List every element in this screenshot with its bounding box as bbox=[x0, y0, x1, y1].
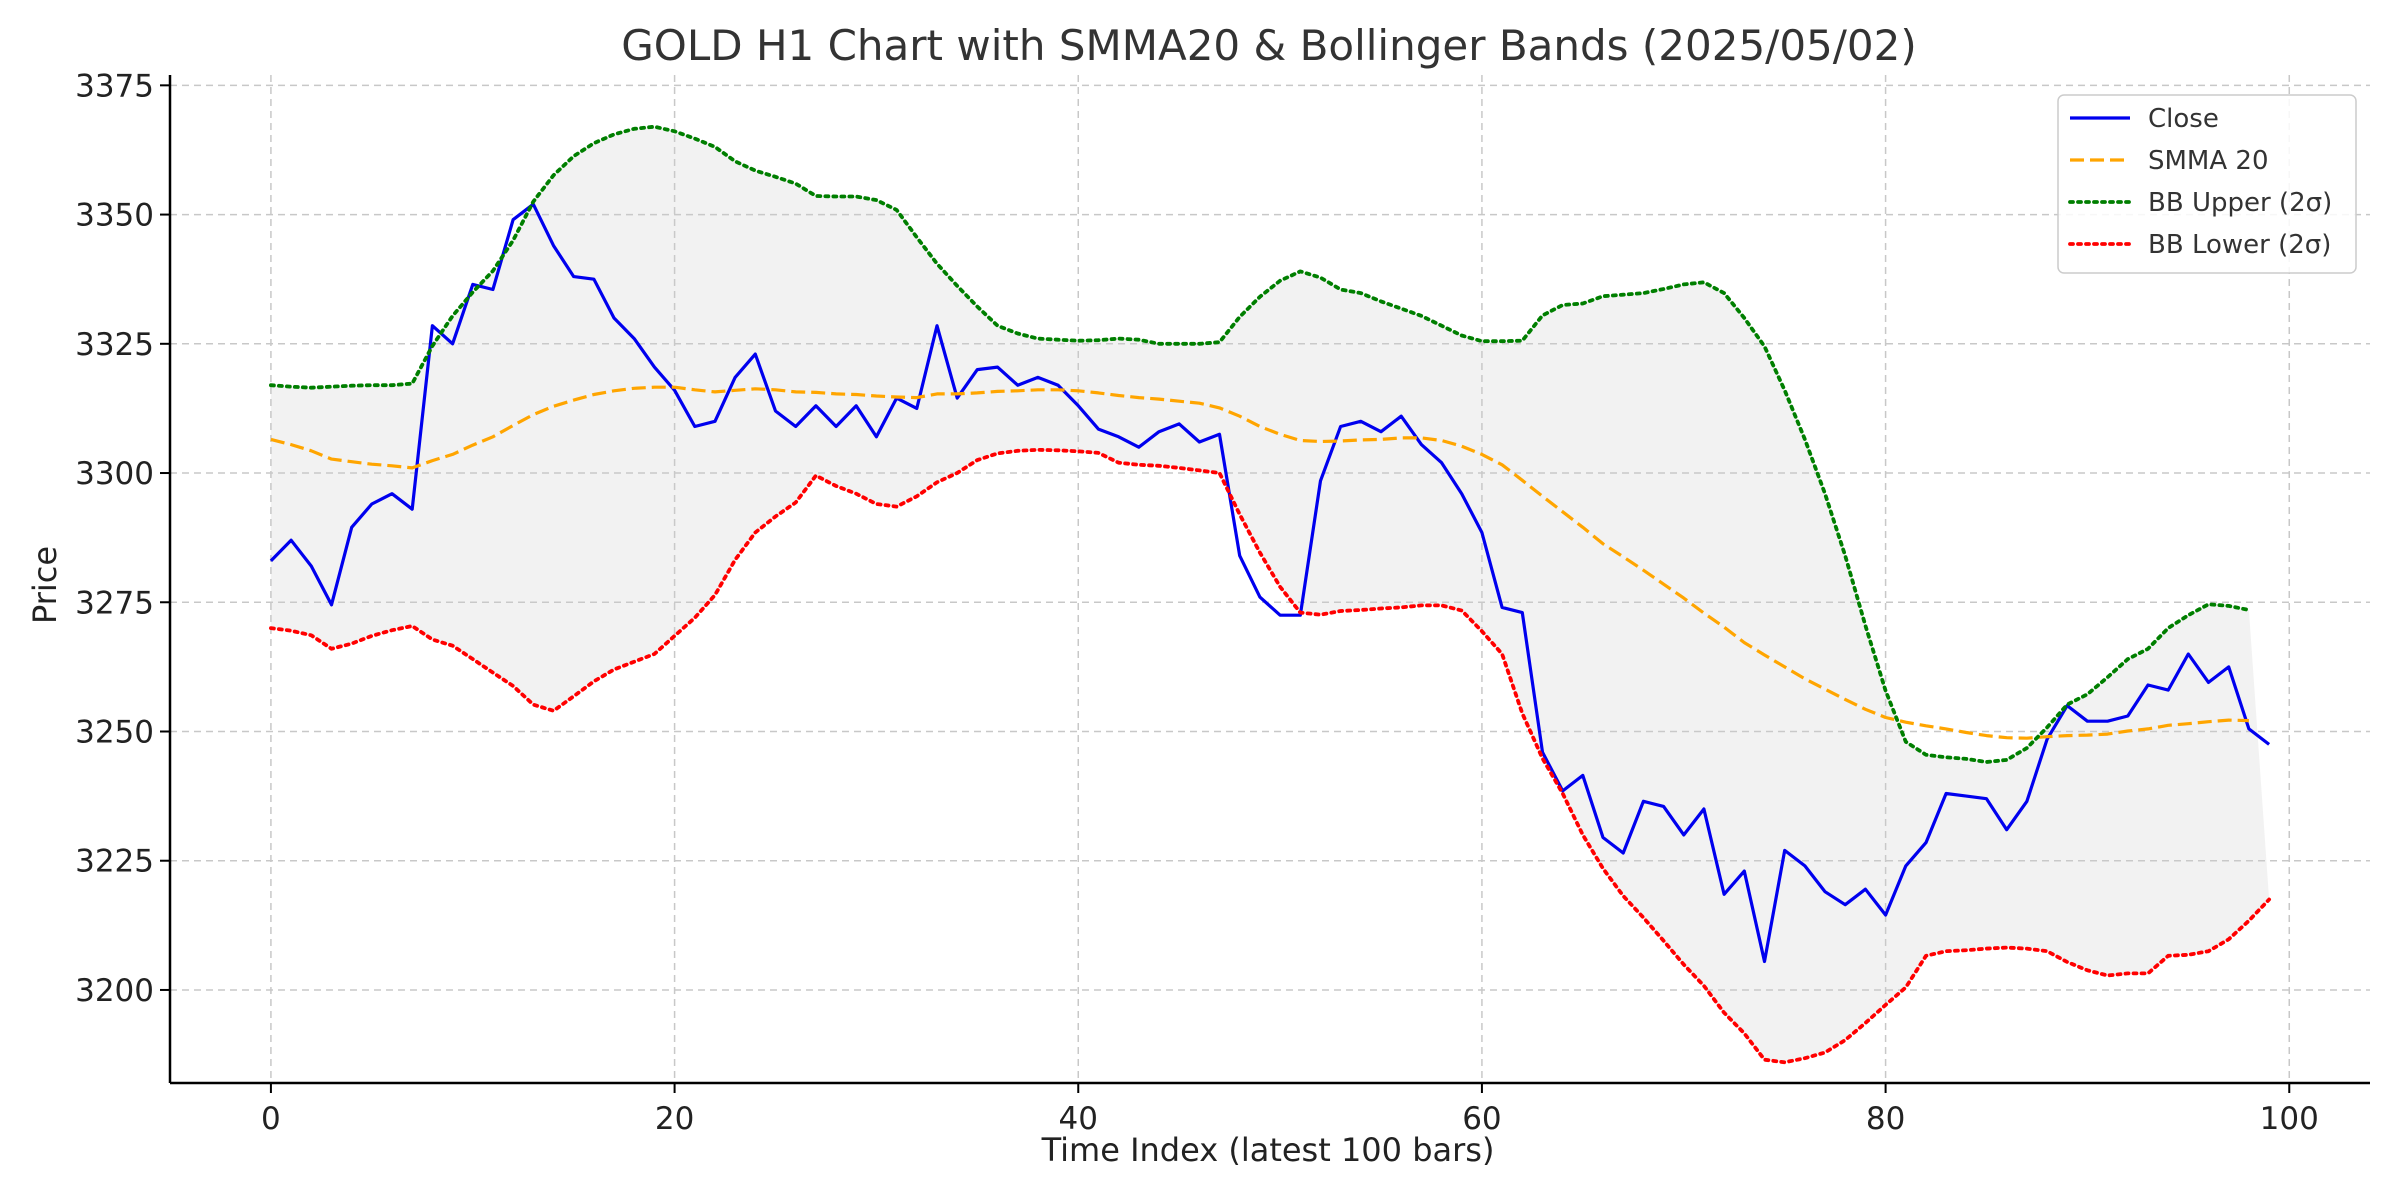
bb-upper-line bbox=[268, 124, 2251, 764]
legend-label: BB Lower (2σ) bbox=[2148, 230, 2331, 260]
y-tick-label: 3350 bbox=[75, 198, 154, 234]
x-tick-label: 0 bbox=[261, 1101, 281, 1137]
chart-title: GOLD H1 Chart with SMMA20 & Bollinger Ba… bbox=[621, 21, 1917, 70]
x-tick-label: 20 bbox=[655, 1101, 694, 1137]
y-tick-label: 3325 bbox=[75, 327, 154, 363]
close-line bbox=[269, 202, 2271, 964]
x-tick-label: 40 bbox=[1059, 1101, 1098, 1137]
x-tick-label: 100 bbox=[2260, 1101, 2319, 1137]
y-tick-label: 3250 bbox=[75, 714, 154, 750]
legend-label: BB Upper (2σ) bbox=[2148, 188, 2332, 218]
series-group bbox=[268, 124, 2272, 1065]
y-tick-label: 3275 bbox=[75, 585, 154, 621]
legend-label: SMMA 20 bbox=[2148, 146, 2269, 176]
ticks: 0 20 40 60 80 100 3200 3225 3250 3275 3300 3325 3350… bbox=[75, 68, 2319, 1137]
smma20-line bbox=[270, 385, 2249, 740]
x-tick-label: 80 bbox=[1866, 1101, 1905, 1137]
legend: Close SMMA 20 BB Upper (2σ) BB Lower (2σ) bbox=[2057, 94, 2357, 274]
y-tick-label: 3200 bbox=[75, 973, 154, 1009]
legend-box bbox=[2057, 94, 2357, 274]
y-tick-label: 3300 bbox=[75, 456, 154, 492]
y-tick-label: 3225 bbox=[75, 844, 154, 880]
legend-label: Close bbox=[2148, 104, 2219, 134]
x-axis-label: Time Index (latest 100 bars) bbox=[1041, 1131, 1495, 1169]
x-tick-label: 60 bbox=[1462, 1101, 1501, 1137]
bb-lower-line bbox=[268, 447, 2272, 1065]
bollinger-band-fill bbox=[270, 126, 2270, 1063]
y-axis-label: Price bbox=[26, 546, 64, 624]
axes bbox=[168, 75, 2370, 1085]
y-tick-label: 3375 bbox=[75, 68, 154, 104]
